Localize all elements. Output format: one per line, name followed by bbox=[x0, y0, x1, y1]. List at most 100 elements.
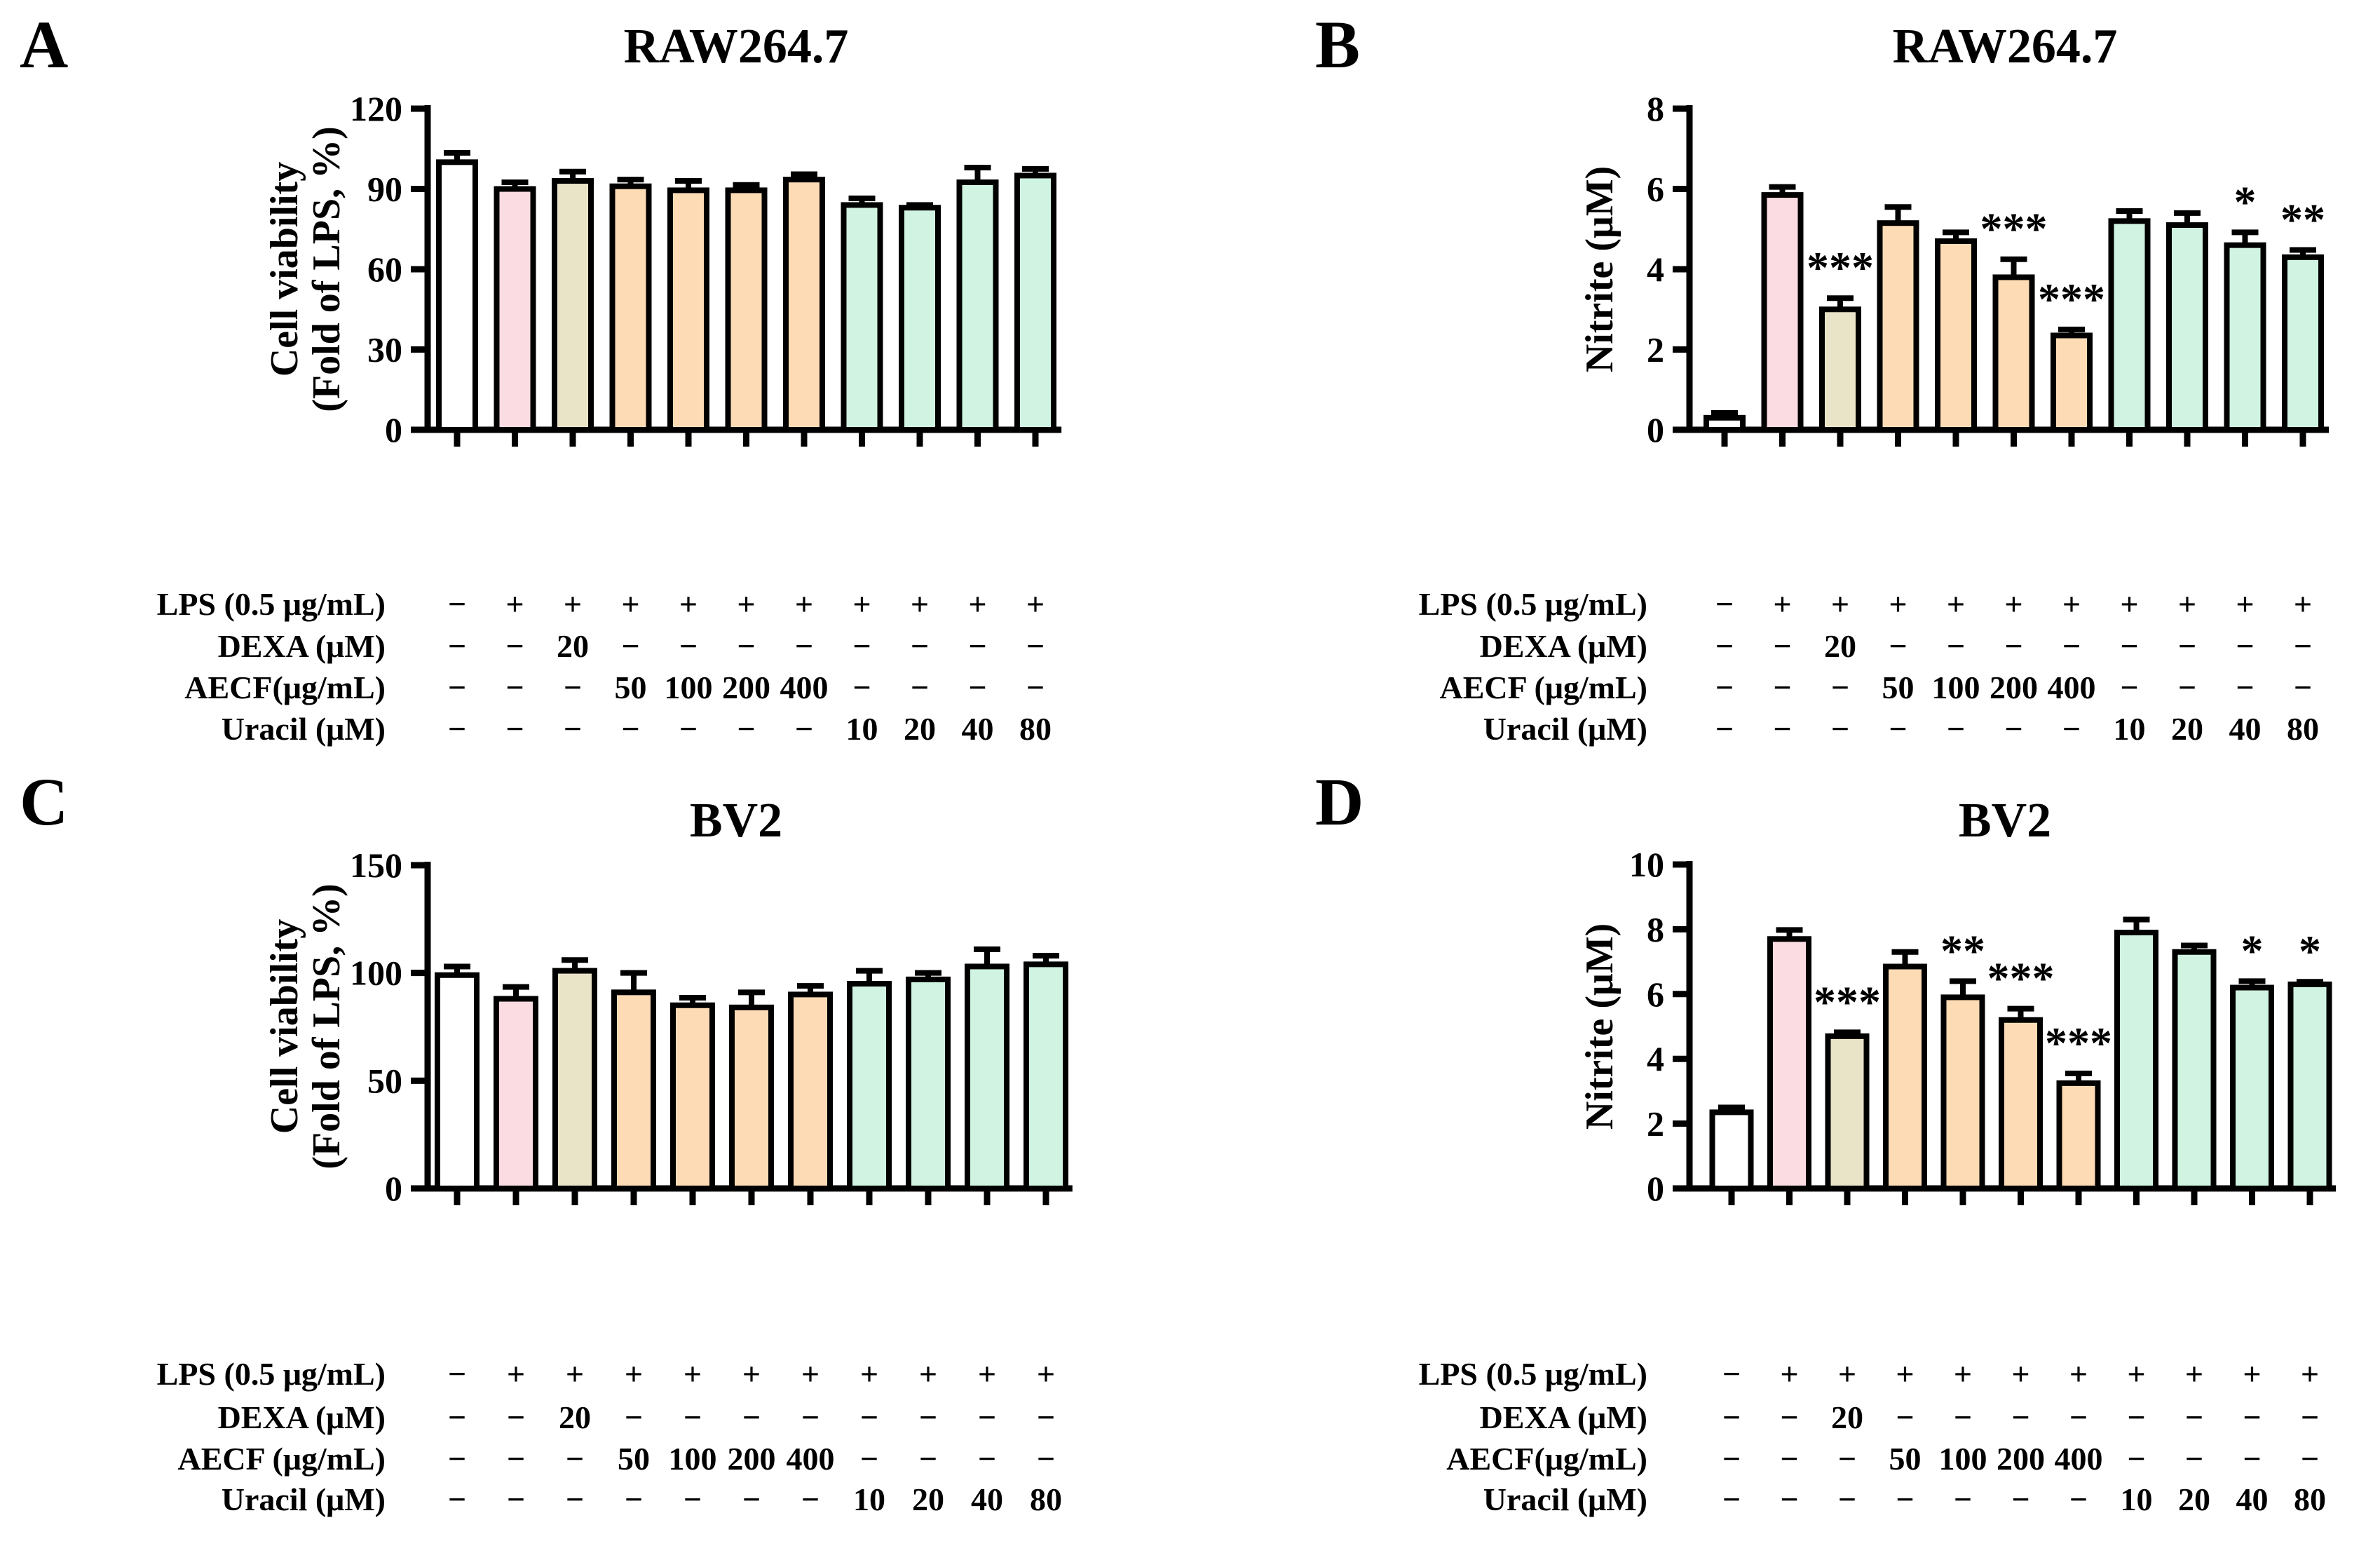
treatment-value: − bbox=[1715, 670, 1734, 705]
treatment-value: + bbox=[852, 586, 871, 622]
treatment-value: 400 bbox=[786, 1441, 835, 1477]
y-tick-label: 60 bbox=[367, 250, 402, 289]
treatment-value: − bbox=[565, 1441, 585, 1477]
treatment-value: − bbox=[2177, 628, 2197, 664]
treatment-value: + bbox=[1837, 1356, 1857, 1392]
treatment-value: 400 bbox=[2054, 1441, 2103, 1477]
treatment-value: − bbox=[968, 670, 987, 705]
treatment-value: − bbox=[1773, 628, 1792, 664]
y-tick-label: 0 bbox=[1647, 410, 1664, 449]
bar bbox=[1709, 1109, 1754, 1192]
treatment-row-label: DEXA (μM) bbox=[217, 1399, 386, 1435]
treatment-value: − bbox=[2184, 1399, 2204, 1435]
treatment-value: − bbox=[624, 1399, 644, 1435]
treatment-value: + bbox=[565, 1356, 585, 1392]
treatment-row-label: AECF(μg/mL) bbox=[184, 670, 386, 705]
treatment-value: + bbox=[742, 1356, 761, 1392]
panel-title-a: RAW264.7 bbox=[623, 20, 849, 74]
bar bbox=[956, 179, 999, 433]
treatment-value: − bbox=[1715, 711, 1734, 747]
y-axis-label-line: Cell viability bbox=[263, 918, 307, 1134]
treatment-value: − bbox=[1036, 1441, 1056, 1477]
bar bbox=[1819, 306, 1861, 433]
significance-stars: *** bbox=[1807, 243, 1874, 292]
treatment-value: 20 bbox=[2171, 711, 2203, 747]
treatment-value: − bbox=[859, 1399, 879, 1435]
treatment-value: + bbox=[506, 1356, 526, 1392]
treatment-value: − bbox=[1889, 711, 1908, 747]
treatment-value: + bbox=[1953, 1356, 1973, 1392]
treatment-value: − bbox=[1722, 1441, 1741, 1477]
y-axis-label-d: Nitrite (μM) bbox=[1551, 781, 1650, 1272]
treatment-value: 20 bbox=[557, 628, 589, 664]
treatment-value: − bbox=[1830, 711, 1850, 747]
treatment-value: − bbox=[563, 670, 583, 705]
bar bbox=[436, 159, 478, 433]
treatment-value: + bbox=[1889, 586, 1908, 622]
bar bbox=[2114, 930, 2158, 1192]
treatment-value: − bbox=[447, 1399, 467, 1435]
treatment-value: − bbox=[2300, 1399, 2320, 1435]
y-axis-label-line: Cell viability bbox=[263, 161, 307, 377]
treatment-value: − bbox=[859, 1441, 879, 1477]
treatment-value: + bbox=[801, 1356, 820, 1392]
bar bbox=[2108, 218, 2151, 433]
treatment-value: + bbox=[2004, 586, 2023, 622]
bar bbox=[552, 968, 597, 1192]
bar bbox=[1992, 274, 2035, 433]
treatment-value: − bbox=[2011, 1481, 2030, 1517]
panel-letter-d: D bbox=[1315, 764, 1364, 839]
bar bbox=[1014, 172, 1056, 433]
treatment-value: − bbox=[621, 711, 640, 747]
significance-stars: *** bbox=[1814, 977, 1881, 1026]
bar bbox=[847, 981, 892, 1191]
treatment-value: + bbox=[1780, 1356, 1799, 1392]
treatment-value: − bbox=[679, 711, 698, 747]
y-tick-label: 8 bbox=[1647, 89, 1664, 128]
bar bbox=[1883, 963, 1927, 1192]
treatment-value: − bbox=[1830, 670, 1850, 705]
treatment-value: − bbox=[918, 1441, 938, 1477]
treatment-row-label: LPS (0.5 μg/mL) bbox=[1418, 586, 1647, 622]
bar bbox=[611, 989, 656, 1191]
treatment-value: − bbox=[1722, 1481, 1741, 1517]
treatment-value: 20 bbox=[912, 1481, 944, 1517]
treatment-value: + bbox=[2011, 1356, 2030, 1392]
treatment-row-label: LPS (0.5 μg/mL) bbox=[156, 1356, 386, 1392]
bar bbox=[2166, 222, 2208, 433]
treatment-value: − bbox=[683, 1481, 702, 1517]
bar bbox=[2287, 981, 2332, 1191]
treatment-value: + bbox=[2127, 1356, 2146, 1392]
treatment-value: − bbox=[852, 670, 871, 705]
treatment-value: − bbox=[742, 1481, 761, 1517]
significance-stars: * bbox=[2234, 177, 2257, 226]
treatment-value: 200 bbox=[722, 670, 770, 705]
treatment-value: 100 bbox=[1931, 670, 1980, 705]
treatment-value: − bbox=[1896, 1481, 1915, 1517]
bar bbox=[2282, 254, 2324, 433]
treatment-value: − bbox=[2069, 1481, 2088, 1517]
treatment-value: − bbox=[2293, 628, 2313, 664]
treatment-value: − bbox=[563, 711, 583, 747]
significance-stars: *** bbox=[1987, 954, 2055, 1003]
bar bbox=[965, 963, 1009, 1191]
y-tick-label: 6 bbox=[1647, 170, 1664, 209]
bar bbox=[1704, 414, 1746, 433]
treatment-value: − bbox=[1715, 628, 1734, 664]
treatment-value: 50 bbox=[618, 1441, 650, 1477]
treatment-value: − bbox=[918, 1399, 938, 1435]
treatment-value: − bbox=[506, 1441, 526, 1477]
treatment-value: − bbox=[2127, 1441, 2146, 1477]
treatment-value: 400 bbox=[2047, 670, 2096, 705]
bar bbox=[2172, 949, 2217, 1191]
bar bbox=[1877, 220, 1919, 433]
treatment-value: − bbox=[447, 670, 467, 705]
treatment-row-label: DEXA (μM) bbox=[1479, 1399, 1647, 1435]
y-tick-label: 6 bbox=[1647, 975, 1664, 1014]
treatment-value: + bbox=[859, 1356, 879, 1392]
treatment-value: − bbox=[2127, 1399, 2146, 1435]
y-axis-label-line: Nitrite (μM) bbox=[1578, 923, 1622, 1130]
treatment-value: − bbox=[506, 1481, 526, 1517]
bar bbox=[2051, 332, 2093, 433]
